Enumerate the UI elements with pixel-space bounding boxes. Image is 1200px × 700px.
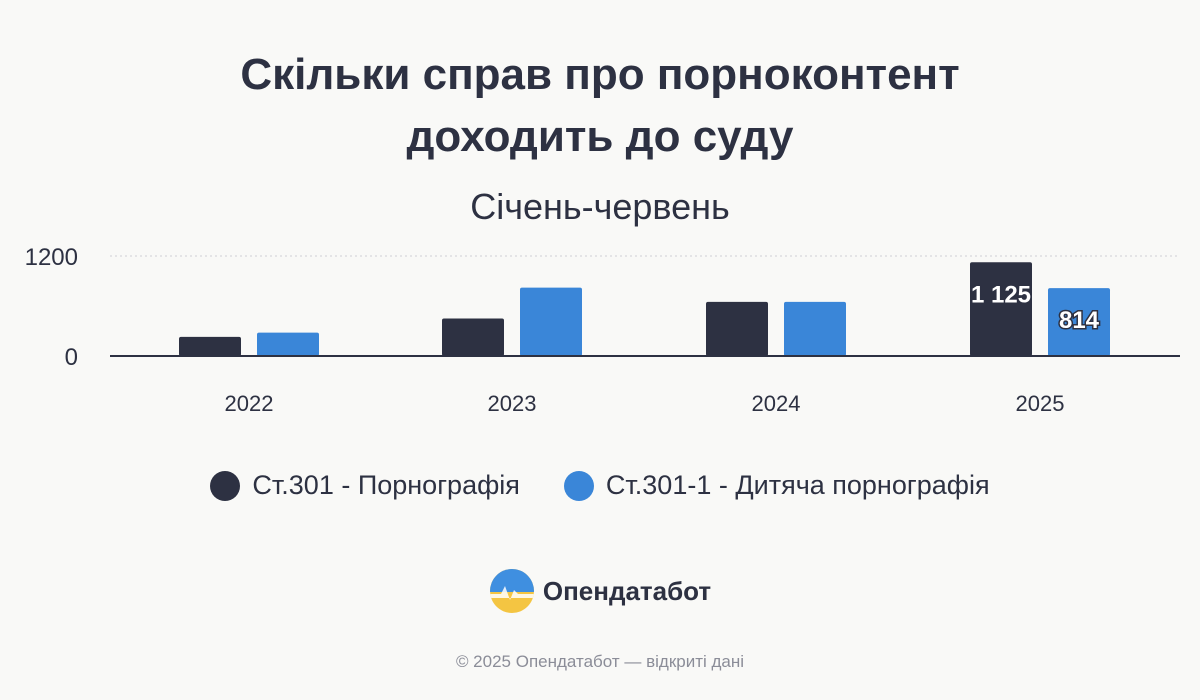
bar-1-2023 (442, 318, 504, 356)
legend: Ст.301 - Порнографія Ст.301-1 - Дитяча п… (0, 470, 1200, 501)
legend-item-series-2: Ст.301-1 - Дитяча порнографія (563, 470, 990, 501)
x-tick-label-2024: 2024 (752, 391, 801, 416)
x-tick-label-2022: 2022 (225, 391, 274, 416)
chart-subtitle: Січень-червень (470, 186, 730, 227)
brand: Опендатабот (0, 568, 1200, 614)
legend-swatch-series-2 (563, 470, 594, 501)
bar-2-2025 (1048, 288, 1110, 356)
data-label-2-2025: 814 (1059, 307, 1100, 334)
chart-title-line-1: Скільки справ про порноконтент (240, 50, 960, 99)
data-label-1-2025: 1 125 (971, 281, 1031, 308)
bar-2-2024 (784, 301, 846, 356)
bar-1-2024 (706, 301, 768, 356)
chart-title: Скільки справ про порноконтент доходить … (0, 44, 1200, 168)
x-tick-label-2023: 2023 (488, 391, 537, 416)
legend-swatch-series-1 (210, 470, 241, 501)
brand-name: Опендатабот (542, 575, 712, 606)
legend-item-series-1: Ст.301 - Порнографія (210, 470, 520, 501)
footer-copyright: © 2025 Опендатабот — відкриті дані (455, 652, 745, 671)
y-tick-label: 1200 (25, 244, 78, 271)
bar-1-2025 (970, 262, 1032, 356)
chart-title-line-2: доходить до суду (406, 112, 794, 161)
bar-chart: 0 1200 2022 2023 2024 1 125 814 2025 (25, 244, 1180, 416)
opendatabot-logo-icon (489, 569, 534, 613)
legend-label-series-1: Ст.301 - Порнографія (252, 470, 520, 500)
legend-label-series-2: Ст.301-1 - Дитяча порнографія (605, 470, 990, 500)
bar-2-2022 (257, 332, 319, 356)
x-tick-label-2025: 2025 (1016, 391, 1065, 416)
y-tick-label: 0 (65, 344, 78, 371)
bar-2-2023 (520, 287, 582, 356)
bar-1-2022 (179, 336, 241, 356)
